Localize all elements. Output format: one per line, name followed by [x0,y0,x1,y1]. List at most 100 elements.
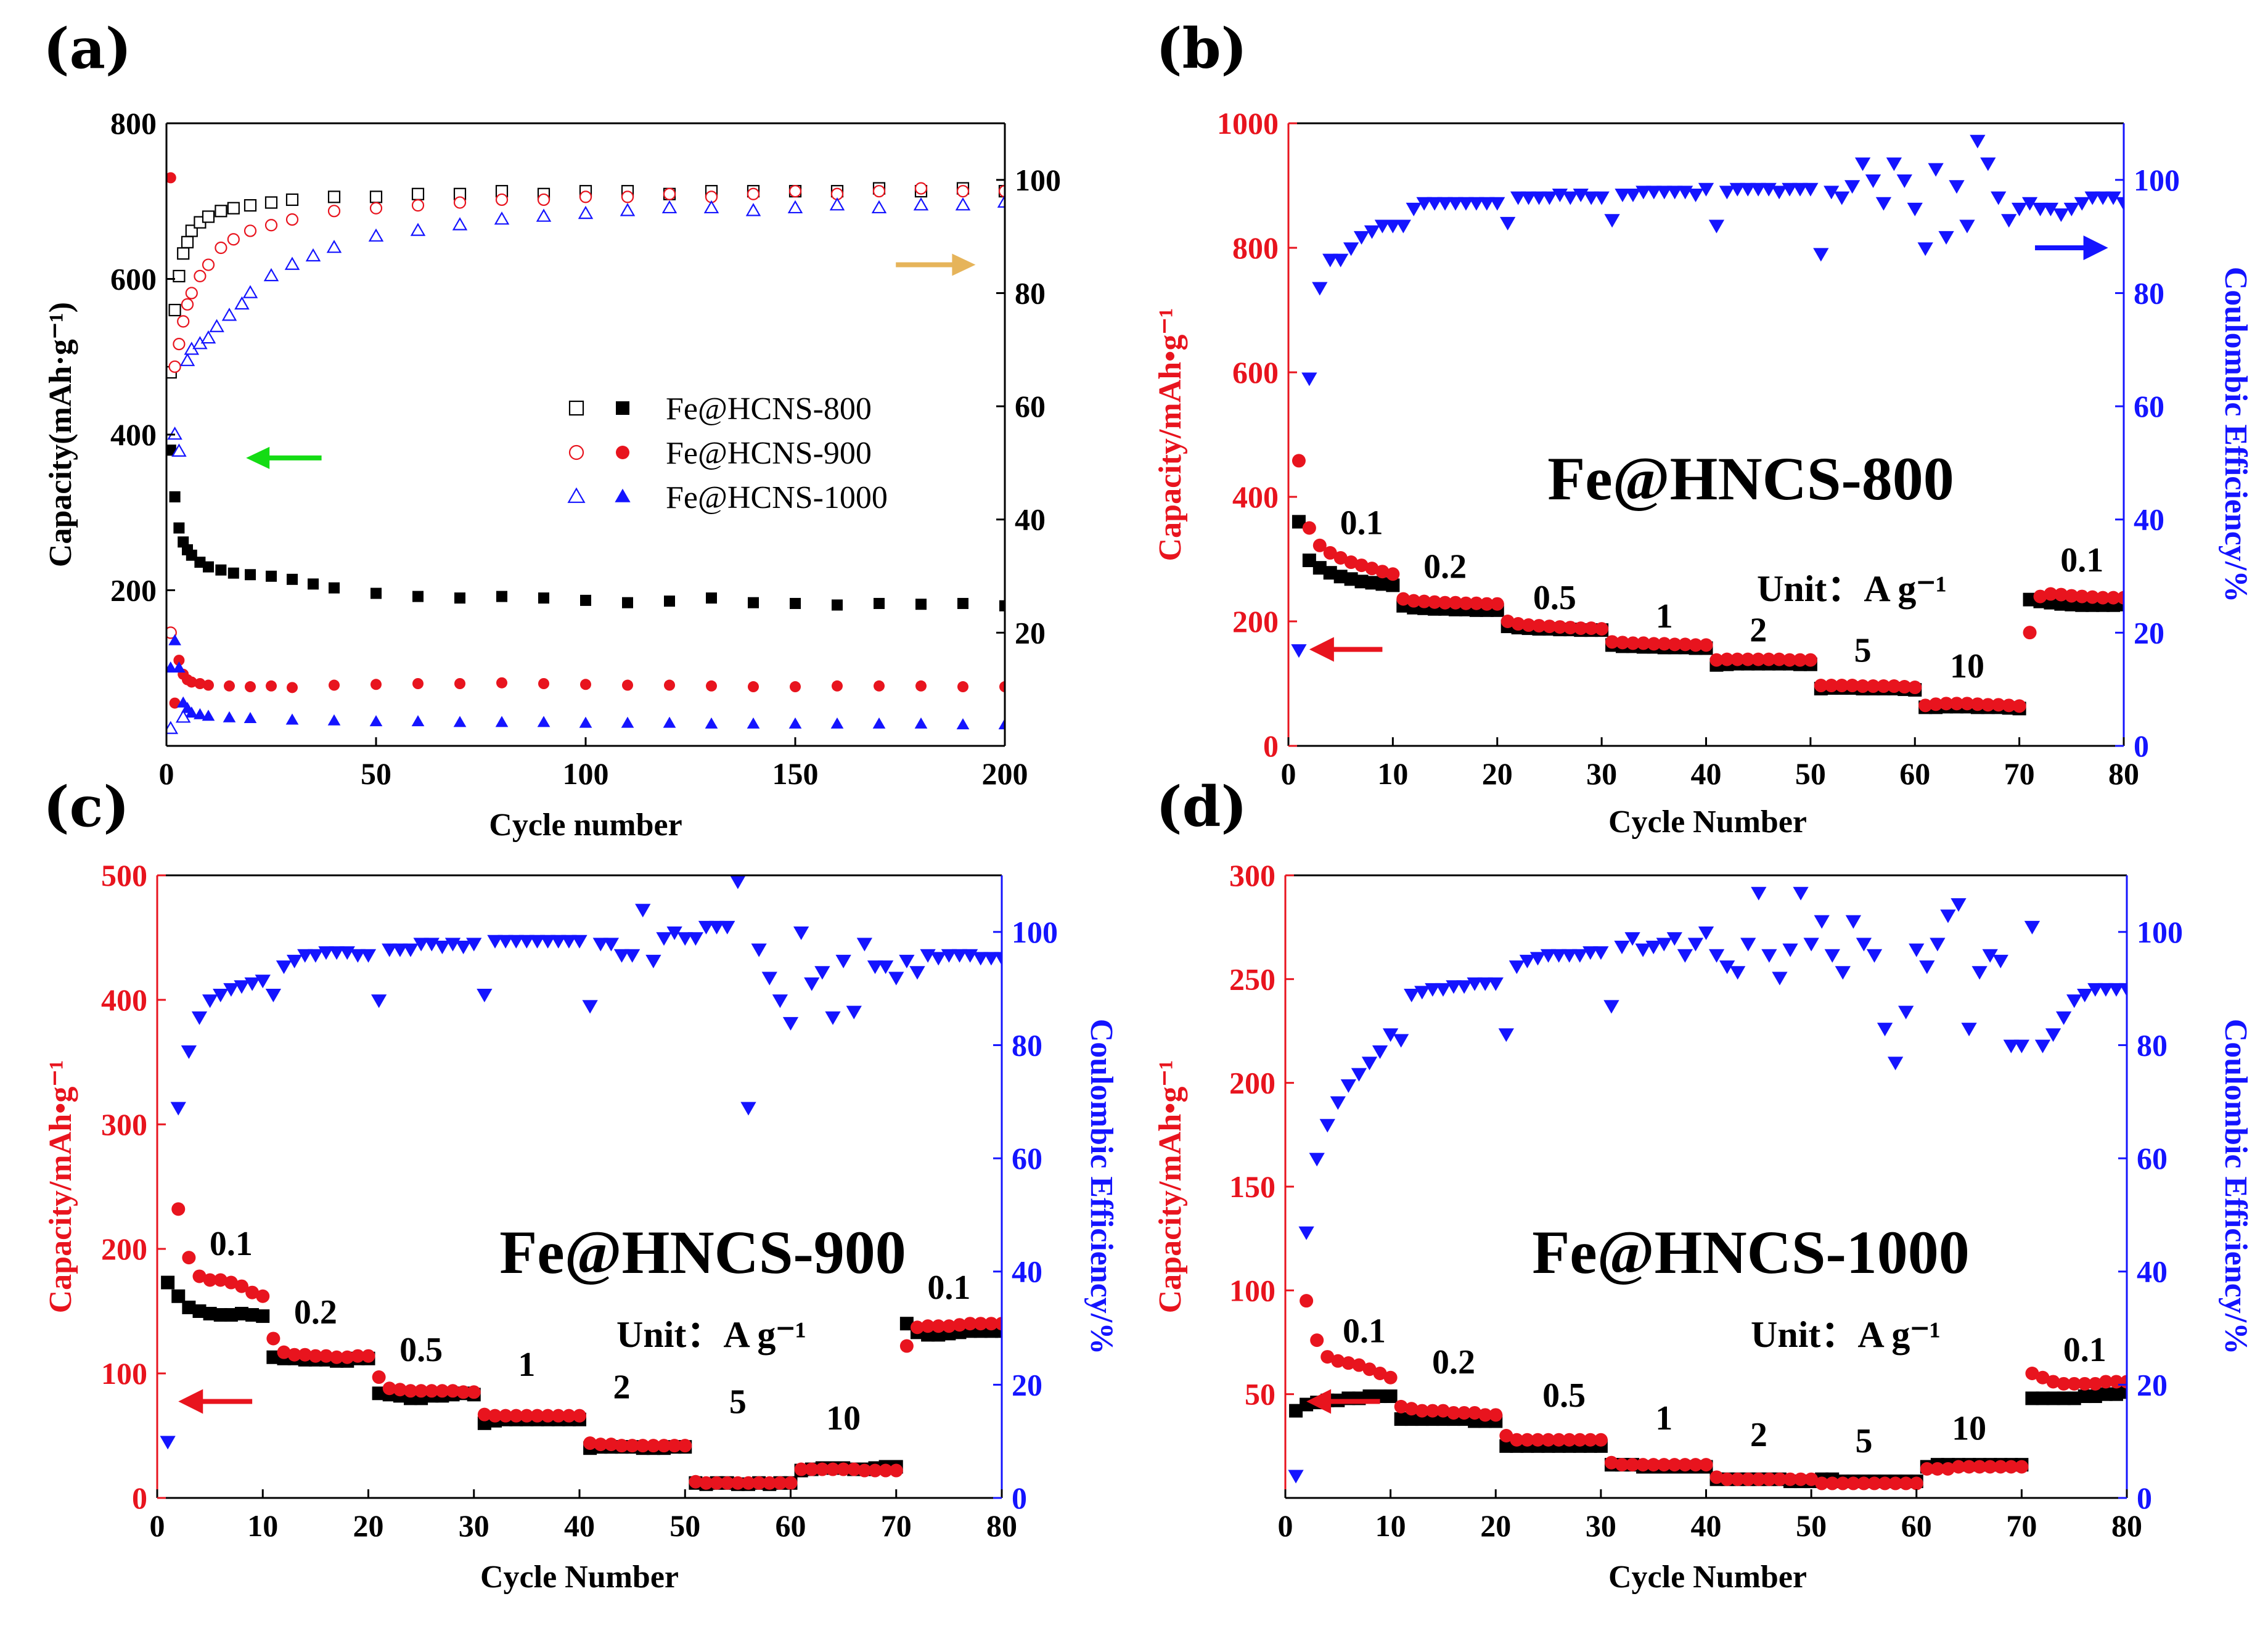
data-point-efficiency [1772,971,1788,986]
panel-label-d: (d) [1156,774,1247,840]
data-point-capacity-2 [1457,1405,1472,1420]
x-tick-label: 70 [2004,756,2035,791]
data-point-fe-hcns-800-capacity [370,587,382,599]
y-tick-label: 1000 [1217,106,1279,141]
x-tick-label: 0 [1278,1508,1293,1543]
data-point-capacity-1 [245,1308,260,1322]
data-point-capacity-1 [2088,1389,2102,1404]
data-point-capacity-1 [235,1307,248,1321]
data-point-fe-hcns-1000-efficiency [234,296,250,310]
y-tick-label: 200 [1232,604,1279,639]
y-tick-label: 0 [1263,729,1279,763]
x-tick-label: 50 [361,756,391,791]
left-axis-arrowhead [178,1389,203,1414]
data-point-capacity-2 [2075,589,2089,603]
data-point-capacity-2 [361,1349,375,1363]
panel-b-series [1291,134,2124,716]
data-point-efficiency [434,940,451,954]
data-point-capacity-2 [1362,1362,1377,1376]
data-point-capacity-2 [1857,1476,1871,1491]
data-point-efficiency [477,989,493,1003]
x-tick-label: 50 [1795,756,1826,791]
data-point-capacity-2 [393,1383,407,1397]
data-point-capacity-2 [1594,1433,1608,1447]
legend-marker-filled [615,488,631,502]
data-point-capacity-2 [625,1439,639,1453]
rate-label: 0.1 [927,1269,970,1307]
data-point-fe-hcns-1000-capacity [621,716,634,728]
data-point-capacity-2 [2078,1376,2092,1391]
data-point-efficiency [2034,1039,2051,1053]
data-point-capacity-2 [2015,1460,2029,1474]
data-point-efficiency [1477,977,1493,991]
panel-b-y-axis-label: Capacity/mAh•g⁻¹ [1153,308,1188,562]
data-point-capacity-2 [351,1349,365,1363]
data-point-fe-hcns-1000-efficiency [578,205,594,219]
data-point-capacity-2 [2036,1370,2050,1385]
data-point-efficiency [825,1011,841,1025]
data-point-capacity-2 [1320,1350,1335,1364]
data-point-fe-hcns-1000-capacity [830,717,844,729]
data-point-capacity-2 [1815,1476,1829,1491]
data-point-fe-hcns-1000-capacity [223,711,236,722]
data-point-fe-hcns-1000-capacity [453,716,467,727]
data-point-capacity-2 [668,1439,682,1453]
panel-a-legend: Fe@HCNS-800 Fe@HCNS-900 Fe@HCNS-1000 [567,391,888,515]
data-point-fe-hcns-1000-capacity [579,716,592,728]
data-point-capacity-2 [1563,621,1578,635]
data-point-capacity-2 [1333,550,1348,565]
data-point-capacity-2 [784,1476,798,1490]
data-point-capacity-2 [1520,1433,1534,1447]
y2-tick-label: 60 [1015,389,1046,423]
data-point-capacity-2 [1918,698,1933,713]
data-point-fe-hcns-1000-efficiency [166,721,179,734]
data-point-capacity-2 [467,1385,481,1399]
data-point-efficiency [1991,191,2007,205]
data-point-fe-hcns-900-capacity [454,678,465,689]
data-point-capacity-2 [1647,637,1661,651]
data-point-efficiency [360,949,377,963]
data-point-fe-hcns-1000-capacity [998,718,1005,730]
data-point-fe-hcns-900-capacity [203,679,214,691]
data-point-fe-hcns-800-efficiency [177,247,190,260]
data-point-efficiency [1938,231,1954,245]
data-point-capacity-2 [1730,1472,1745,1486]
data-point-efficiency [350,949,366,963]
data-point-capacity-2 [2088,1376,2102,1391]
data-point-capacity-2 [1499,1429,1513,1442]
data-point-capacity-2 [1300,1294,1314,1308]
data-point-fe-hcns-800-efficiency [168,303,181,317]
data-point-efficiency [782,1016,799,1031]
data-point-efficiency [751,943,767,957]
data-point-efficiency [983,952,999,966]
data-point-fe-hcns-900-capacity [266,680,277,692]
rate-label: 0.1 [210,1225,253,1263]
data-point-fe-hcns-900-efficiency [453,196,467,209]
data-point-efficiency [582,1000,598,1014]
data-point-efficiency [1456,980,1472,994]
data-point-capacity-2 [1678,1458,1692,1472]
data-point-capacity-2 [1449,595,1462,610]
data-point-efficiency [308,949,324,963]
data-point-fe-hcns-1000-efficiency [263,268,279,282]
data-point-efficiency [551,935,567,949]
data-point-fe-hcns-1000-efficiency [221,308,237,321]
data-point-fe-hcns-1000-efficiency [745,203,761,216]
data-point-efficiency [1803,938,1819,952]
data-point-capacity-2 [509,1409,523,1423]
data-point-efficiency [877,960,894,975]
x-tick-label: 70 [2006,1508,2037,1543]
data-point-efficiency [1982,949,1998,963]
y-tick-label: 300 [101,1107,147,1142]
data-point-efficiency [719,920,735,935]
data-point-capacity-2 [319,1349,333,1363]
data-point-efficiency [2108,983,2124,997]
data-point-capacity-2 [1386,567,1400,581]
data-point-capacity-2 [1404,1402,1419,1416]
x-tick-label: 60 [1901,1508,1932,1543]
data-point-efficiency [1298,1226,1314,1240]
data-point-efficiency [635,904,651,918]
data-point-capacity-2 [1762,1472,1776,1486]
data-point-capacity-2 [763,1476,777,1490]
data-point-capacity-2 [773,1476,787,1490]
